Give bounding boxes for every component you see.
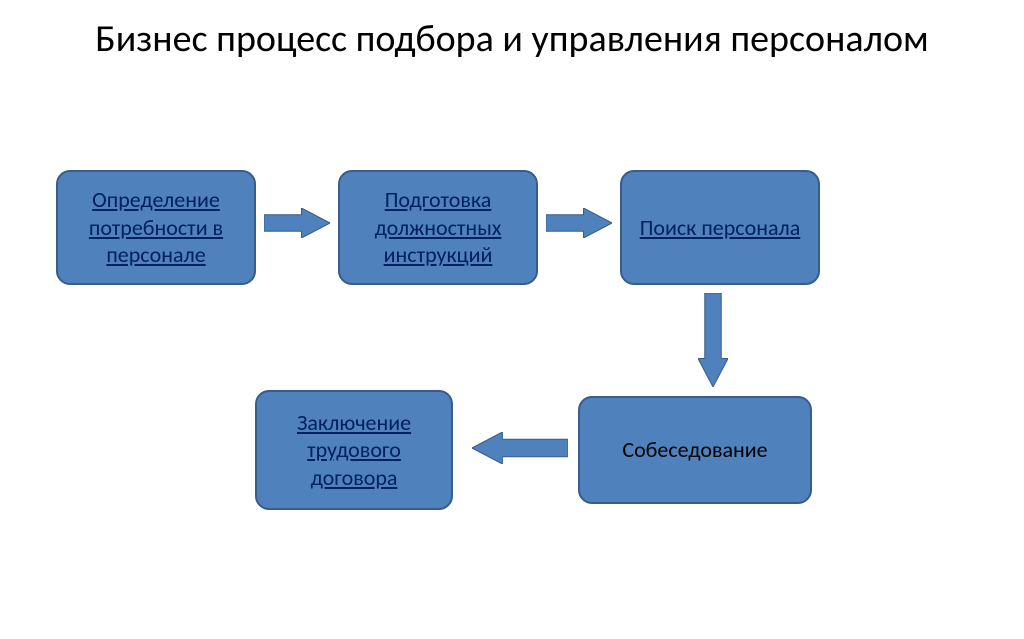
arrow-n3-n4 <box>698 293 728 387</box>
flow-node-n3[interactable]: Поиск персонала <box>620 170 820 285</box>
flow-node-n2[interactable]: Подготовка должностных инструкций <box>338 170 538 285</box>
flow-node-label: Определение потребности в персонале <box>66 186 246 269</box>
flow-node-n1[interactable]: Определение потребности в персонале <box>56 170 256 285</box>
arrow-n2-n3 <box>546 208 612 238</box>
arrow-n4-n5 <box>472 432 568 464</box>
diagram-title: Бизнес процесс подбора и управления перс… <box>0 18 1024 62</box>
flow-node-label: Заключение трудового договора <box>265 409 443 492</box>
arrow-n1-n2 <box>264 208 330 238</box>
flow-node-label: Поиск персонала <box>640 214 801 242</box>
flow-node-label: Подготовка должностных инструкций <box>348 186 528 269</box>
flow-node-n5[interactable]: Заключение трудового договора <box>255 390 453 510</box>
title-text: Бизнес процесс подбора и управления перс… <box>95 16 928 62</box>
flow-node-n4: Собеседование <box>578 396 812 504</box>
flow-node-label: Собеседование <box>622 436 767 464</box>
